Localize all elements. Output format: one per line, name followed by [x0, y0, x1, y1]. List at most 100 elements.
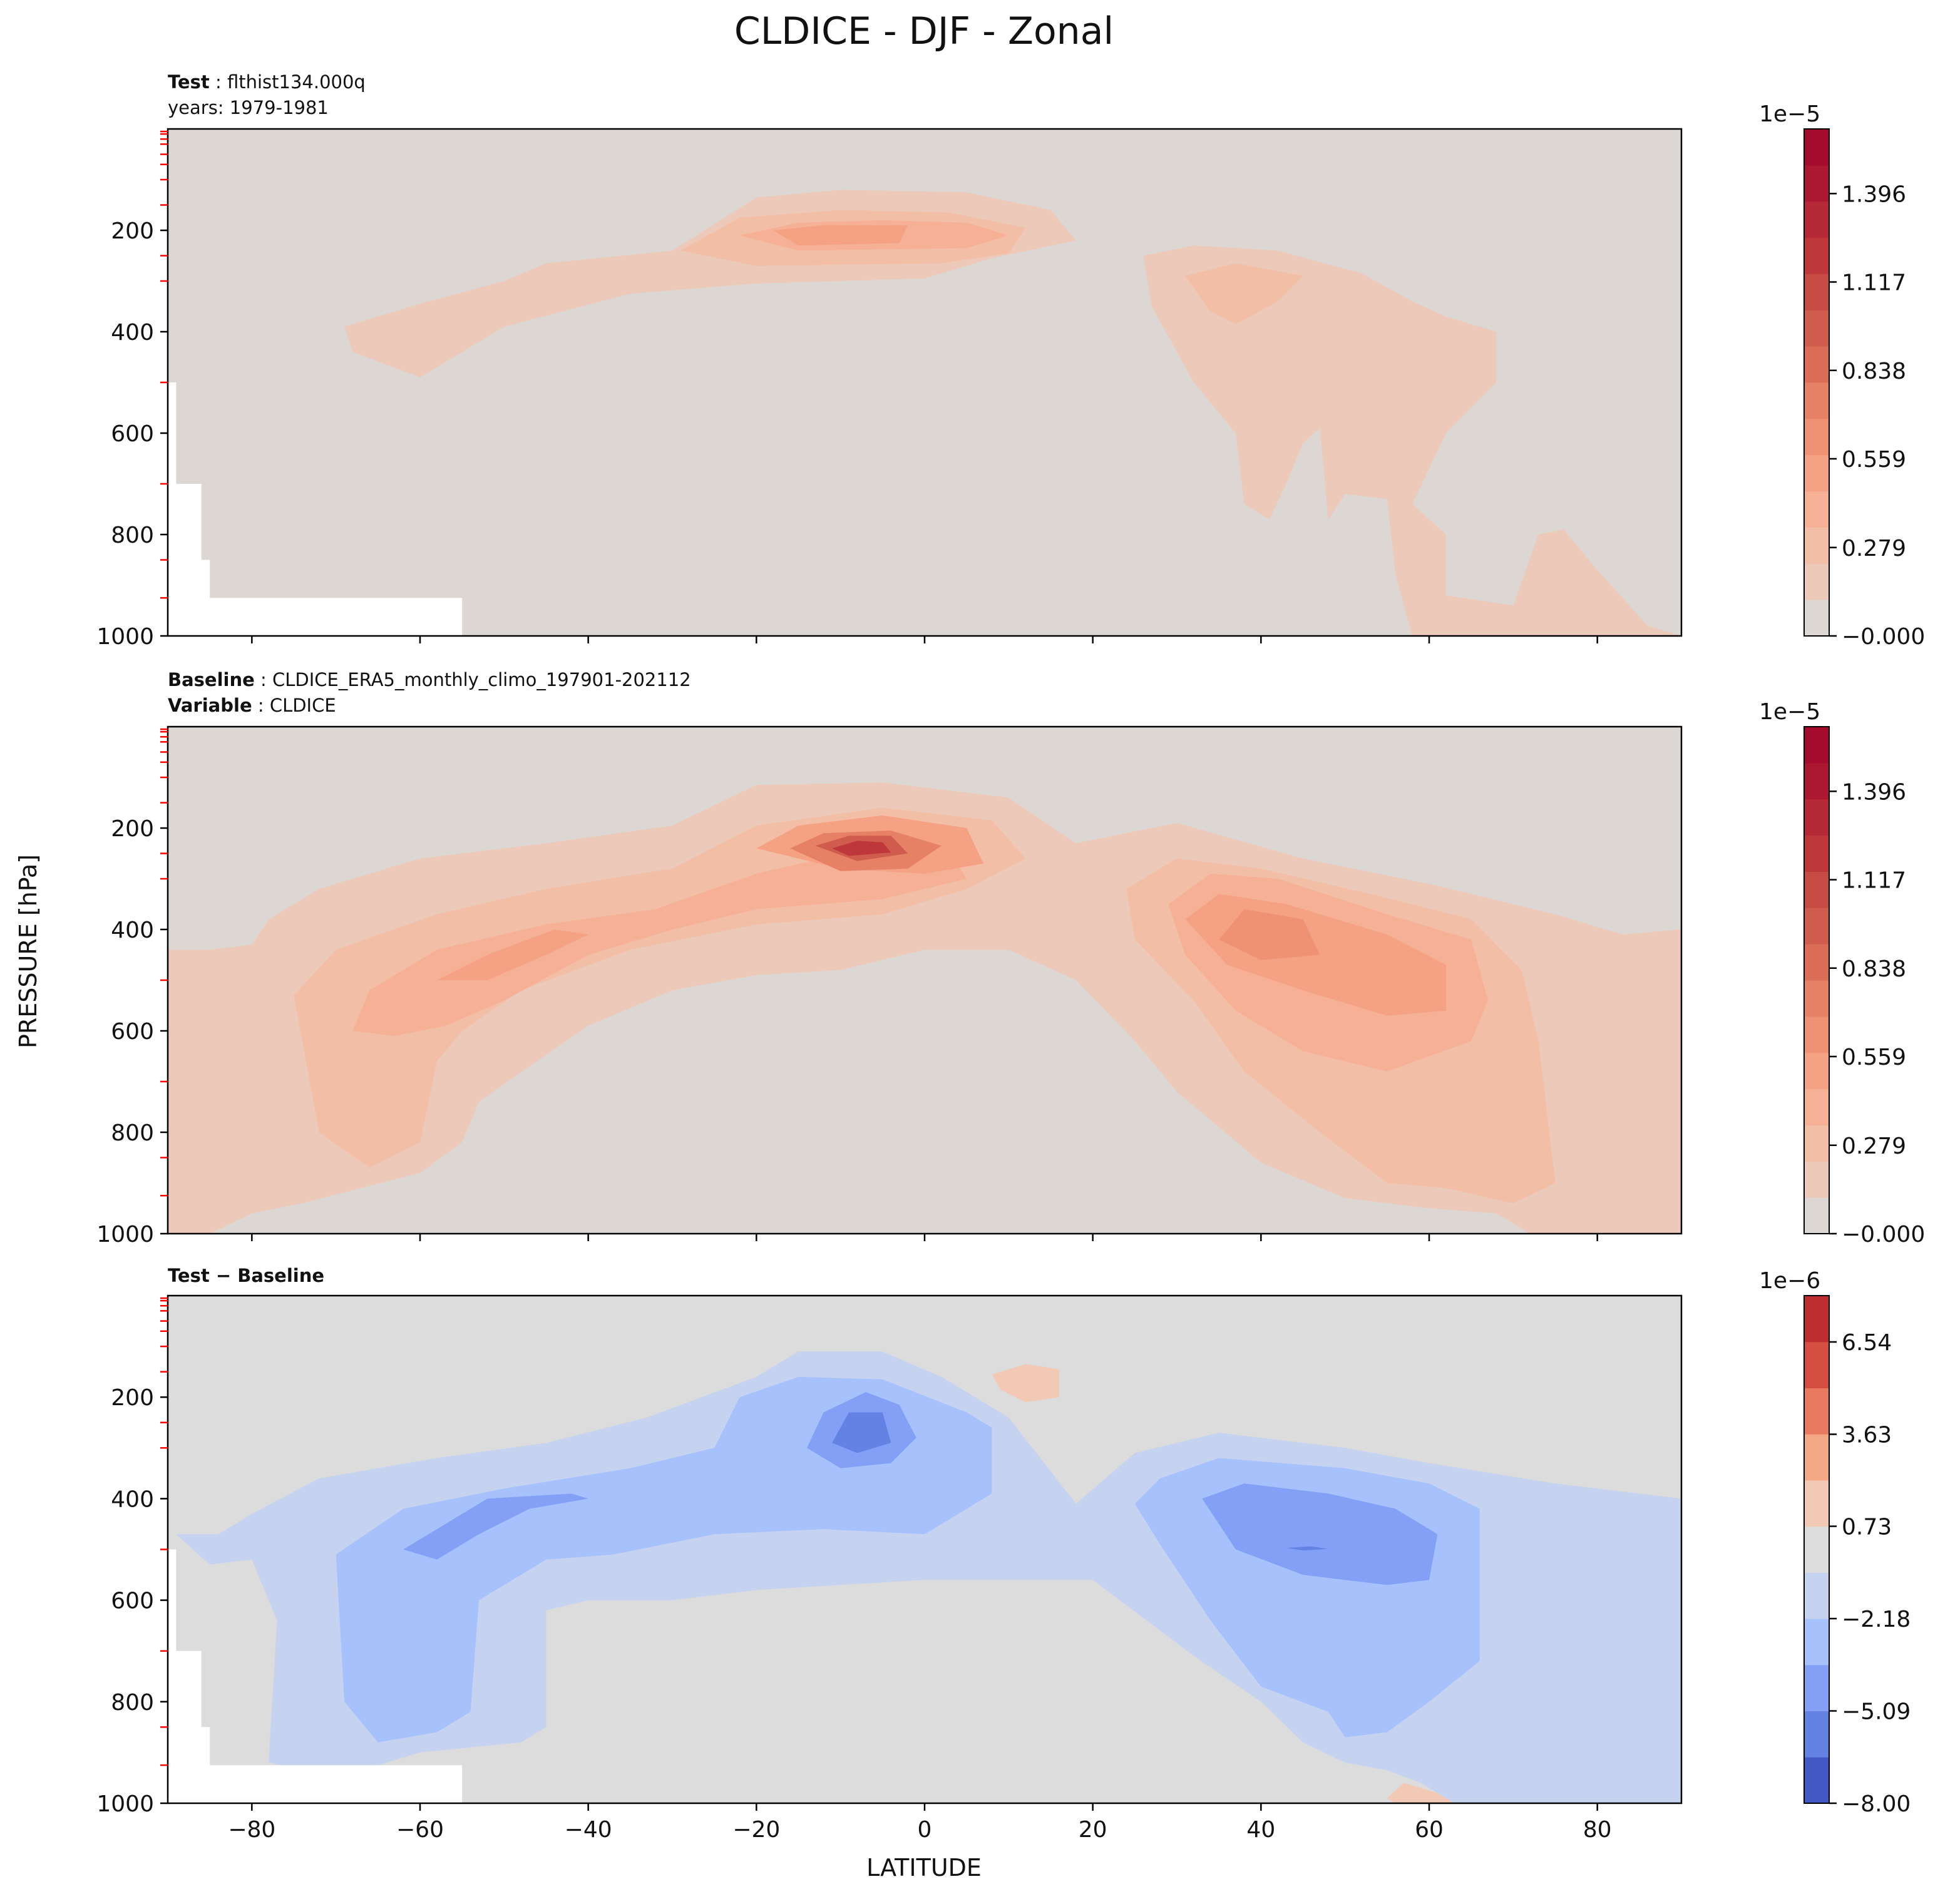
header-label-value: : CLDICE: [252, 695, 336, 716]
contour-region-6: [773, 225, 908, 246]
colorbar-segment: [1804, 454, 1829, 492]
y-axis-label: PRESSURE [hPa]: [14, 854, 42, 1048]
colorbar-tick-label: 1.396: [1842, 182, 1906, 207]
x-tick-label: 40: [1246, 1817, 1275, 1843]
figure-title: CLDICE - DJF - Zonal: [734, 9, 1114, 53]
x-tick-label: −80: [228, 1817, 275, 1843]
colorbar-segment: [1804, 944, 1829, 981]
colorbar-segment: [1804, 762, 1829, 800]
colorbar-segment: [1804, 418, 1829, 456]
contour-region-12: [832, 841, 891, 856]
colorbar-segment: [1804, 274, 1829, 310]
colorbar-segment: [1804, 980, 1829, 1017]
colorbar-segment: [1804, 1388, 1829, 1435]
x-tick-label: 20: [1079, 1817, 1107, 1843]
colorbar-tick-label: 3.63: [1842, 1423, 1892, 1448]
contour-region-7: [832, 1412, 891, 1453]
colorbar-segment: [1804, 908, 1829, 944]
contour-region-4: [352, 848, 967, 1037]
header-label-bold: Variable: [168, 695, 252, 716]
y-tick-label: 600: [111, 1019, 154, 1045]
y-tick-label: 1000: [96, 1791, 154, 1817]
y-tick-label: 800: [111, 523, 154, 548]
colorbar-tick-label: 6.54: [1842, 1330, 1892, 1356]
panel-header-line-2: years: 1979-1981: [168, 97, 329, 118]
colorbar-segment: [1804, 1125, 1829, 1162]
header-label-bold: Test − Baseline: [168, 1265, 324, 1286]
colorbar-segment: [1804, 1197, 1829, 1234]
colorbar-exponent: 1e−5: [1759, 101, 1820, 127]
colorbar-segment: [1804, 491, 1829, 528]
colorbar-tick-label: −5.09: [1842, 1699, 1911, 1724]
panel-header-line-1: Test : flthist134.000q: [168, 71, 366, 93]
contour-region-2: [336, 1376, 992, 1743]
colorbar-segment: [1804, 1619, 1829, 1666]
panel-header-line-1: Baseline : CLDICE_ERA5_monthly_climo_197…: [168, 669, 691, 690]
colorbar-segment: [1804, 310, 1829, 347]
contour-region-9: [992, 1364, 1059, 1403]
contour-region-4: [1185, 263, 1303, 324]
contour-region-6: [1202, 1483, 1438, 1585]
colorbar-frame: [1804, 128, 1830, 637]
x-axis-label: LATITUDE: [866, 1854, 982, 1881]
colorbar-segment: [1804, 1526, 1829, 1573]
panel-baseline: Baseline : CLDICE_ERA5_monthly_climo_197…: [96, 669, 1925, 1247]
colorbar-segment: [1804, 1711, 1829, 1758]
colorbar-segment: [1804, 727, 1829, 764]
colorbar-segment: [1804, 1480, 1829, 1527]
colorbar-segment: [1804, 346, 1829, 383]
header-label-bold: Baseline: [168, 669, 255, 690]
colorbar-frame: [1804, 1295, 1830, 1804]
y-tick-label: 200: [111, 1385, 154, 1411]
colorbar-segment: [1804, 382, 1829, 419]
colorbar-tick-label: −2.18: [1842, 1607, 1911, 1632]
colorbar-segment: [1804, 1757, 1829, 1804]
panel-header-line-2: Variable : CLDICE: [168, 695, 336, 716]
colorbar-exponent: 1e−6: [1759, 1268, 1820, 1294]
colorbar-segment: [1804, 165, 1829, 202]
colorbar-segment: [1804, 600, 1829, 637]
colorbar-segment: [1804, 1052, 1829, 1090]
y-tick-label: 200: [111, 218, 154, 244]
colorbar-tick-label: 0.559: [1842, 447, 1906, 473]
colorbar-tick-label: 0.559: [1842, 1045, 1906, 1070]
colorbar-segment: [1804, 527, 1829, 564]
y-tick-label: 400: [111, 918, 154, 943]
contour-plot: 200 400 600 800 1000 −80 −60 −40 −20 0 20 40 60 80: [96, 1294, 1683, 1843]
panel-test: Test : flthist134.000q years: 1979-1981 …: [96, 71, 1925, 650]
contour-region-2: [1143, 245, 1681, 636]
missing-data-region: [168, 382, 463, 636]
colorbar-tick-label: 0.279: [1842, 1134, 1906, 1159]
y-tick-label: 400: [111, 320, 154, 346]
contour-region-9: [1219, 909, 1320, 960]
colorbar-segment: [1804, 1572, 1829, 1619]
colorbar-tick-label: 0.838: [1842, 956, 1906, 982]
x-tick-label: 80: [1583, 1817, 1612, 1843]
colorbar-segment: [1804, 237, 1829, 274]
header-label-bold: Test: [168, 71, 210, 93]
y-tick-label: 400: [111, 1487, 154, 1512]
colorbar-exponent: 1e−5: [1759, 699, 1820, 725]
colorbar-segment: [1804, 563, 1829, 600]
header-label-value: : CLDICE_ERA5_monthly_climo_197901-20211…: [255, 669, 691, 690]
contour-region-8: [1286, 1546, 1328, 1551]
colorbar-segment: [1804, 871, 1829, 908]
colorbar-tick-label: 0.838: [1842, 359, 1906, 384]
colorbar-tick-label: −0.000: [1842, 1222, 1925, 1247]
x-tick-label: −60: [396, 1817, 444, 1843]
colorbar-segment: [1804, 1296, 1829, 1343]
colorbar-segment: [1804, 799, 1829, 836]
colorbar-tick-label: 1.396: [1842, 779, 1906, 805]
colorbar-tick-label: −0.000: [1842, 624, 1925, 650]
y-tick-label: 600: [111, 1589, 154, 1614]
colorbar-segment: [1804, 1161, 1829, 1198]
y-tick-label: 1000: [96, 1222, 154, 1247]
colorbar-segment: [1804, 129, 1829, 166]
colorbar-segment: [1804, 1016, 1829, 1053]
y-tick-label: 600: [111, 421, 154, 447]
colorbar-tick-label: −8.00: [1842, 1791, 1911, 1817]
colorbar-segment: [1804, 835, 1829, 872]
y-tick-label: 800: [111, 1690, 154, 1716]
